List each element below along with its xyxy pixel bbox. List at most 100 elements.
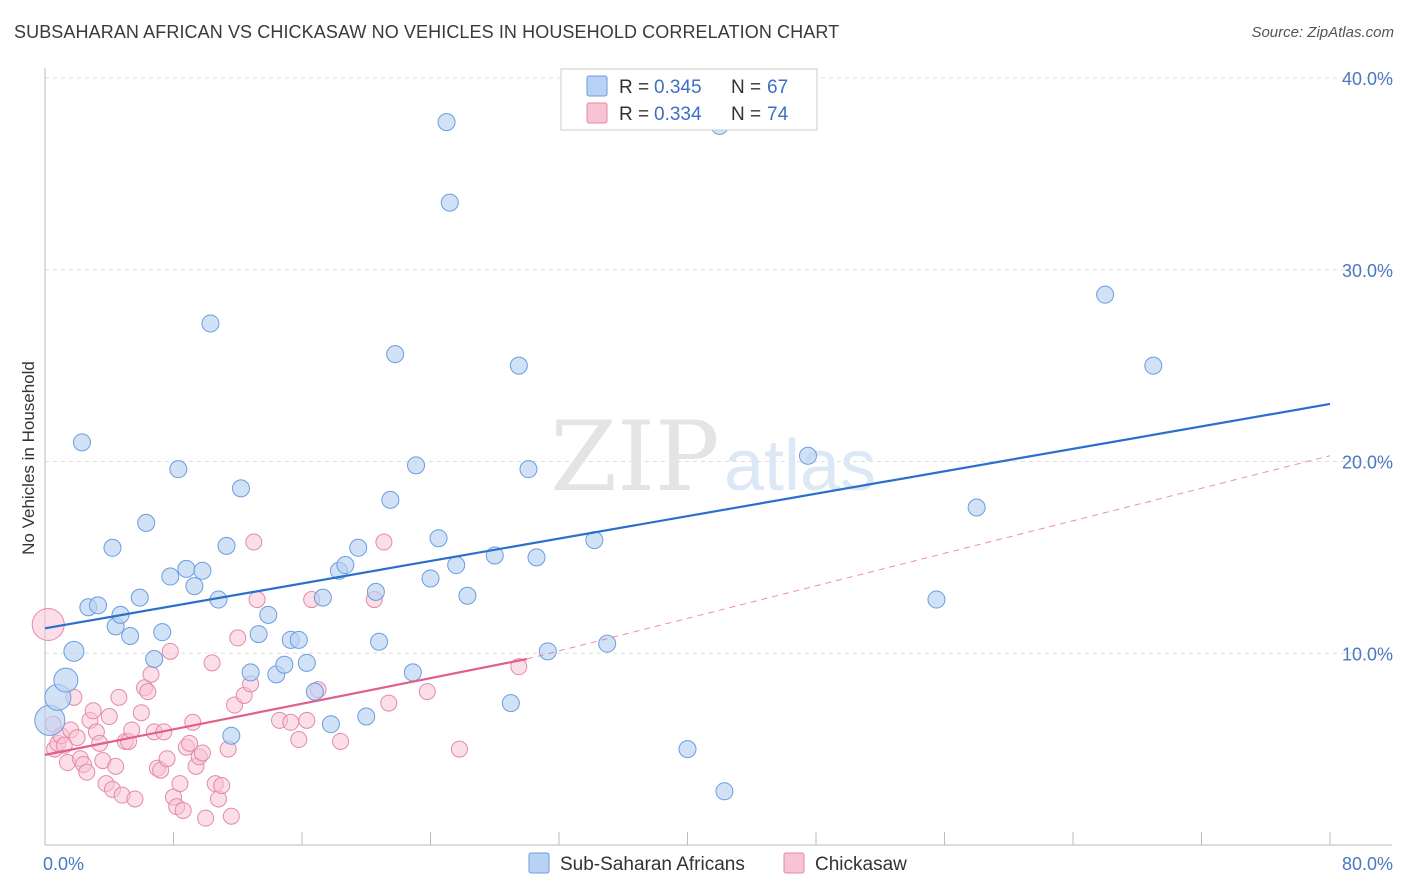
subsaharan-point-35 xyxy=(321,715,340,734)
subsaharan-point-22 xyxy=(217,536,236,555)
subsaharan-point-48 xyxy=(437,113,456,132)
subsaharan-point-15 xyxy=(161,567,180,586)
chickasaw-point-44 xyxy=(184,713,202,731)
chickasaw-point-60 xyxy=(248,591,266,609)
watermark: ZIP atlas xyxy=(550,401,876,513)
subsaharan-point-14 xyxy=(153,623,172,642)
chickasaw-point-36 xyxy=(158,750,176,768)
chickasaw-point-14 xyxy=(84,702,102,720)
chickasaw-point-71 xyxy=(418,683,436,701)
tick-labels: 10.0% 20.0% 30.0% 40.0% 0.0% 80.0% xyxy=(43,69,1393,874)
subsaharan-point-59 xyxy=(598,634,617,653)
subsaharan-point-60 xyxy=(678,740,697,759)
legend-r-label-2: R = xyxy=(619,104,649,125)
subsaharan-point-46 xyxy=(421,569,440,588)
source-credit: Source: ZipAtlas.com xyxy=(1251,24,1394,41)
chickasaw-point-54 xyxy=(222,807,240,825)
subsaharan-point-47 xyxy=(429,529,448,548)
subsaharan-point-49 xyxy=(440,193,459,212)
chickasaw-point-21 xyxy=(107,757,125,775)
legend-bottom: Sub-Saharan Africans Chickasaw xyxy=(528,852,907,875)
chickasaw-point-48 xyxy=(197,809,215,827)
subsaharan-point-17 xyxy=(177,559,196,578)
chart-title: SUBSAHARAN AFRICAN VS CHICKASAW NO VEHIC… xyxy=(14,22,840,42)
chickasaw-point-72 xyxy=(450,740,468,758)
subsaharan-point-32 xyxy=(297,653,316,672)
legend-top: R = 0.345 N = 67 R = 0.334 N = 74 xyxy=(560,68,818,131)
subsaharan-point-66 xyxy=(1096,285,1115,304)
y-tick-label-2: 30.0% xyxy=(1342,261,1393,281)
legend-swatch-blue xyxy=(586,75,608,97)
chickasaw-point-22 xyxy=(110,688,128,706)
subsaharan-point-19 xyxy=(193,561,212,580)
subsaharan-point-23 xyxy=(222,726,241,745)
chickasaw-point-49 xyxy=(203,654,221,672)
chickasaw-point-59 xyxy=(245,533,263,551)
legend-r-value-2: 0.334 xyxy=(654,104,702,125)
legend-r-value-1: 0.345 xyxy=(654,77,702,98)
subsaharan-point-31 xyxy=(289,630,308,649)
legend-n-value-2: 74 xyxy=(767,104,789,125)
subsaharan-point-42 xyxy=(381,490,400,509)
x-tick-label-0: 0.0% xyxy=(43,854,84,874)
chickasaw-point-63 xyxy=(290,731,308,749)
subsaharan-trend-line xyxy=(44,402,1331,630)
legend-n-label-2: N = xyxy=(731,104,761,125)
subsaharan-point-34 xyxy=(313,588,332,607)
subsaharan-point-54 xyxy=(509,356,528,375)
chickasaw-trend-line xyxy=(44,657,528,756)
watermark-zip: ZIP xyxy=(550,401,719,513)
subsaharan-point-2 xyxy=(53,667,79,693)
subsaharan-point-50 xyxy=(447,556,466,575)
subsaharan-point-27 xyxy=(259,605,278,624)
x-tick-label-1: 80.0% xyxy=(1342,854,1393,874)
bottom-legend-label-1: Sub-Saharan Africans xyxy=(560,854,745,875)
subsaharan-point-45 xyxy=(407,456,426,475)
chickasaw-point-19 xyxy=(100,708,118,726)
y-tick-label-0: 10.0% xyxy=(1342,644,1393,664)
legend-n-label-1: N = xyxy=(731,77,761,98)
subsaharan-point-41 xyxy=(370,632,389,651)
chickasaw-point-67 xyxy=(332,732,350,750)
subsaharan-point-37 xyxy=(336,556,355,575)
subsaharan-point-39 xyxy=(357,707,376,726)
watermark-atlas: atlas xyxy=(724,426,876,506)
subsaharan-point-3 xyxy=(63,640,85,662)
subsaharan-point-11 xyxy=(130,588,149,607)
chickasaw-point-27 xyxy=(126,790,144,808)
y-axis-label: No Vehicles in Household xyxy=(19,361,38,555)
grid-lines xyxy=(45,77,1392,654)
bottom-legend-label-2: Chickasaw xyxy=(815,854,907,875)
chickasaw-point-28 xyxy=(132,704,150,722)
subsaharan-point-51 xyxy=(458,586,477,605)
chickasaw-point-64 xyxy=(298,711,316,729)
bottom-legend-swatch-blue xyxy=(528,852,550,874)
subsaharan-point-29 xyxy=(275,655,294,674)
legend-swatch-pink xyxy=(586,102,608,124)
chickasaw-point-40 xyxy=(171,775,189,793)
chickasaw-point-47 xyxy=(193,744,211,762)
subsaharan-point-24 xyxy=(231,479,250,498)
subsaharan-point-16 xyxy=(169,460,188,479)
chickasaw-point-0 xyxy=(31,607,65,641)
legend-n-value-1: 67 xyxy=(767,77,788,98)
subsaharan-point-6 xyxy=(89,596,108,615)
subsaharan-point-26 xyxy=(249,625,268,644)
subsaharan-point-64 xyxy=(927,590,946,609)
subsaharan-point-55 xyxy=(519,460,538,479)
subsaharan-point-43 xyxy=(386,345,405,364)
chickasaw-point-12 xyxy=(78,763,96,781)
chickasaw-point-43 xyxy=(181,734,199,752)
chickasaw-point-56 xyxy=(229,629,247,647)
subsaharan-point-13 xyxy=(145,650,164,669)
subsaharan-point-7 xyxy=(103,538,122,557)
legend-r-label-1: R = xyxy=(619,77,649,98)
subsaharan-point-25 xyxy=(241,663,260,682)
chickasaw-point-52 xyxy=(213,777,231,795)
subsaharan-point-12 xyxy=(137,513,156,532)
subsaharan-point-62 xyxy=(715,782,734,801)
trend-lines xyxy=(44,402,1331,756)
subsaharan-point-33 xyxy=(305,682,324,701)
chickasaw-point-73 xyxy=(510,658,528,676)
